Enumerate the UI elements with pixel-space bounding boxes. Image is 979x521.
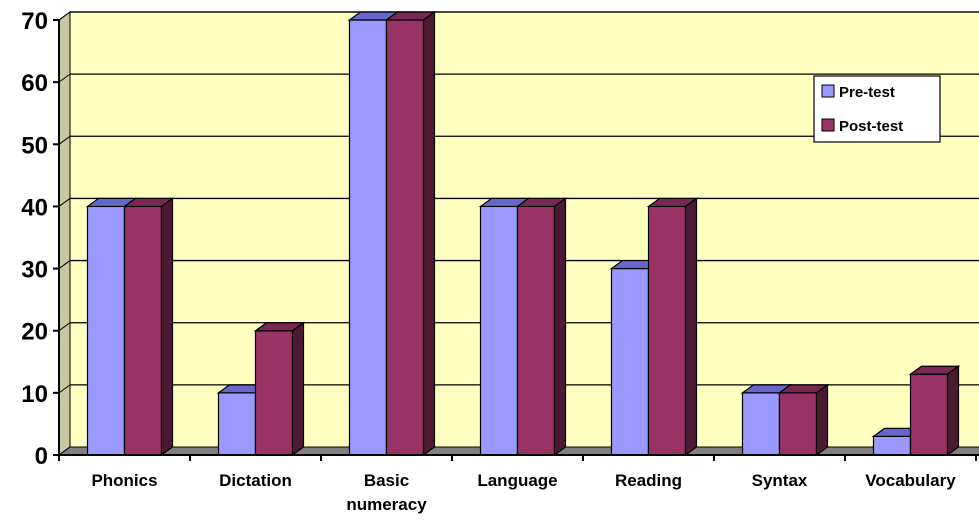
bar-side	[815, 383, 829, 457]
bar-post-test-basic-numeracy	[384, 10, 437, 457]
bar-front	[217, 392, 257, 456]
x-tick-label-phonics: Phonics	[91, 471, 157, 490]
x-tick-label-line: Basic	[364, 471, 409, 490]
bar-side	[160, 197, 174, 457]
bar-front	[516, 205, 556, 456]
legend-swatch-pre-test	[821, 84, 835, 98]
y-tick-label: 40	[21, 194, 48, 221]
gridline-diagonal	[58, 135, 71, 145]
bar-front	[610, 267, 650, 456]
x-tick-label-line: numeracy	[346, 495, 427, 514]
bar-front	[479, 205, 519, 456]
bar-front	[348, 19, 388, 456]
x-tick-label-line: Phonics	[91, 471, 157, 490]
y-tick-label: 10	[21, 381, 48, 408]
x-tick-label-dictation: Dictation	[219, 471, 292, 490]
y-tick-label: 70	[21, 8, 48, 35]
x-tick-label-line: Dictation	[219, 471, 292, 490]
y-tick-label: 20	[21, 319, 48, 346]
bar-post-test-reading	[646, 197, 699, 457]
x-tick-label-basic-numeracy: Basic numeracy	[346, 471, 427, 514]
y-tick-label: 50	[21, 132, 48, 159]
x-tick-label-syntax: Syntax	[752, 471, 808, 490]
legend-label-pre-test: Pre-test	[839, 84, 895, 101]
bar-post-test-phonics	[122, 197, 175, 457]
bar-front	[647, 205, 687, 456]
x-tick-label-line: Reading	[615, 471, 682, 490]
legend: Pre-test Post-test	[813, 75, 941, 143]
bar-front	[778, 392, 818, 456]
gridline-diagonal	[58, 322, 71, 332]
x-tick-label-line: Syntax	[752, 471, 808, 490]
bar-side	[422, 10, 436, 457]
gridline-diagonal	[58, 384, 71, 394]
bar-side	[684, 197, 698, 457]
bar-front	[254, 330, 294, 456]
axes: 0 10 20 30 40 50 60 70 Phonics Dictation Basic nume…	[21, 8, 979, 514]
legend-box	[813, 75, 941, 143]
y-tick-label: 30	[21, 257, 48, 284]
x-tick-label-language: Language	[477, 471, 557, 490]
legend-label-post-test: Post-test	[839, 118, 903, 135]
gridline-diagonal	[58, 198, 71, 207]
x-tick-label-line: Language	[477, 471, 557, 490]
bar-side	[946, 365, 960, 457]
bar-post-test-syntax	[777, 383, 830, 457]
gridline-diagonal	[58, 260, 71, 269]
x-tick-label-line: Vocabulary	[865, 471, 956, 490]
bar-post-test-dictation	[253, 321, 306, 457]
bar-front	[123, 205, 163, 456]
bar-post-test-language	[515, 197, 568, 457]
gridline-diagonal	[58, 73, 71, 83]
bars	[85, 10, 961, 457]
bar-front	[872, 435, 912, 456]
y-tick-label: 60	[21, 70, 48, 97]
bar-front	[385, 19, 425, 456]
bar-front	[909, 373, 949, 456]
bar-side	[553, 197, 567, 457]
bar-side	[291, 321, 305, 457]
bar-post-test-vocabulary	[908, 365, 961, 457]
y-tick-label: 0	[35, 443, 48, 470]
bar-front	[741, 392, 781, 456]
gridline-diagonal	[58, 11, 71, 21]
x-tick-label-vocabulary: Vocabulary	[865, 471, 956, 490]
x-tick-label-reading: Reading	[615, 471, 682, 490]
bar-front	[86, 205, 126, 456]
legend-swatch-post-test	[821, 118, 835, 132]
